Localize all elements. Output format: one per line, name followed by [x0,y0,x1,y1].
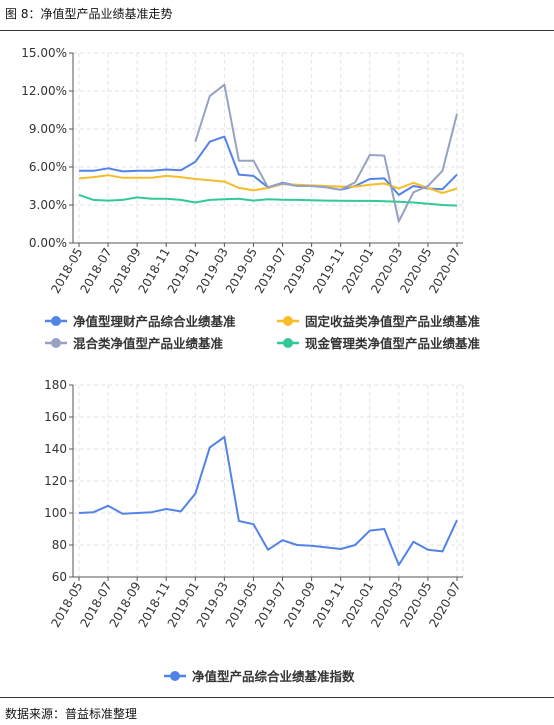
legend-swatch-marker [283,316,293,326]
y-tick-label: 120 [44,474,67,488]
y-tick-label: 12.00% [21,84,67,98]
series-line-3 [78,193,458,207]
legend-label: 净值型理财产品综合业绩基准 [73,314,236,329]
series-line-1 [78,174,458,194]
y-tick-label: 180 [44,378,67,392]
top-rule [0,30,554,31]
y-tick-label: 3.00% [29,198,67,212]
legend-label: 净值型产品综合业绩基准指数 [192,669,355,684]
legend-label: 现金管理类净值型产品业绩基准 [305,336,481,351]
y-tick-label: 160 [44,410,67,424]
legend-swatch-marker [170,671,180,681]
y-tick-label: 100 [44,506,67,520]
figure-title: 图 8：净值型产品业绩基准走势 [5,7,173,21]
legend-label: 混合类净值型产品业绩基准 [73,336,224,351]
data-source: 数据来源：普益标准整理 [5,707,138,721]
series-line-0 [78,436,458,566]
y-tick-label: 15.00% [21,46,67,60]
y-tick-label: 60 [52,570,67,584]
chart-benchmark-index: 60801001201401601802018-052018-072018-09… [44,378,464,684]
chart-benchmark-rates: 0.00%3.00%6.00%9.00%12.00%15.00%2018-052… [21,46,481,351]
y-tick-label: 140 [44,442,67,456]
y-tick-label: 9.00% [29,122,67,136]
legend-swatch-marker [283,338,293,348]
y-tick-label: 6.00% [29,160,67,174]
y-tick-label: 80 [52,538,67,552]
series-line-2 [194,83,458,223]
legend-swatch-marker [51,316,61,326]
legend-label: 固定收益类净值型产品业绩基准 [305,314,481,329]
legend-swatch-marker [51,338,61,348]
y-tick-label: 0.00% [29,236,67,250]
bottom-rule [0,697,554,698]
